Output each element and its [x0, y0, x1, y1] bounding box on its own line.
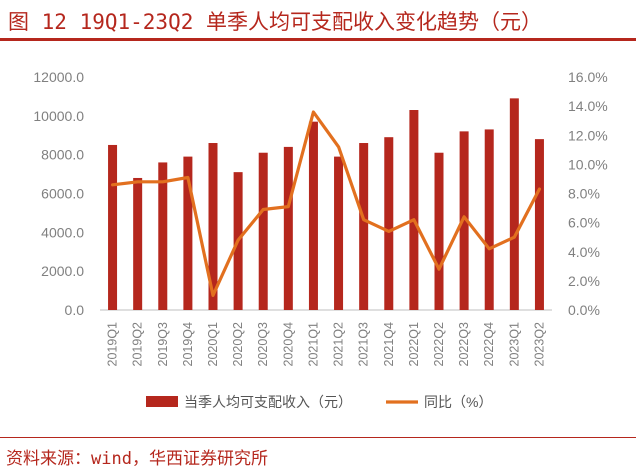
x-tick-label: 2021Q3	[357, 322, 371, 367]
bar	[384, 137, 394, 310]
x-tick-label: 2020Q4	[281, 322, 295, 367]
right-tick-label: 2.0%	[568, 273, 600, 289]
bar	[158, 162, 168, 310]
x-tick-label: 2019Q2	[131, 322, 145, 367]
left-tick-label: 6000.0	[41, 186, 84, 202]
left-tick-label: 0.0	[65, 302, 85, 318]
x-tick-label: 2019Q4	[181, 322, 195, 367]
x-tick-label: 2021Q1	[306, 322, 320, 367]
bar	[509, 98, 519, 310]
left-tick-label: 10000.0	[33, 108, 84, 124]
right-tick-label: 14.0%	[568, 98, 608, 114]
left-axis: 0.0 2000.0 4000.0 6000.0 8000.0 10000.0 12000.…	[33, 69, 84, 318]
legend-bar-swatch	[146, 396, 178, 407]
x-tick-label: 2022Q4	[482, 322, 496, 367]
x-tick-label: 2023Q1	[507, 322, 521, 367]
x-tick-label: 2019Q3	[156, 322, 170, 367]
bar	[459, 131, 469, 310]
bar	[208, 143, 218, 310]
bar	[283, 146, 293, 310]
legend-bar-label: 当季人均可支配收入（元）	[184, 394, 352, 410]
bar	[334, 156, 344, 310]
left-tick-label: 2000.0	[41, 263, 84, 279]
chart: 0.0 2000.0 4000.0 6000.0 8000.0 10000.0 12000.…	[33, 69, 608, 410]
x-tick-label: 2019Q1	[106, 322, 120, 367]
left-tick-label: 4000.0	[41, 224, 84, 240]
bar	[534, 139, 544, 310]
bar	[133, 177, 143, 310]
right-tick-label: 16.0%	[568, 69, 608, 85]
bar	[359, 143, 369, 310]
bar	[484, 129, 494, 310]
x-axis-labels: 2019Q1 2019Q2 2019Q3 2019Q4 2020Q1 2020Q2 2020…	[106, 322, 547, 367]
bar	[108, 144, 118, 310]
yoy-line-series	[110, 110, 542, 297]
bar	[409, 110, 419, 310]
bar	[258, 152, 268, 310]
left-tick-label: 12000.0	[33, 69, 84, 85]
bar	[308, 121, 318, 311]
x-tick-label: 2023Q2	[532, 322, 546, 367]
x-tick-label: 2021Q2	[332, 322, 346, 367]
x-tick-label: 2020Q1	[206, 322, 220, 367]
legend: 当季人均可支配收入（元） 同比（%）	[146, 394, 492, 410]
figure-title: 图 12 19Q1-23Q2 单季人均可支配收入变化趋势（元）	[8, 10, 543, 34]
x-tick-label: 2022Q3	[457, 322, 471, 367]
right-tick-label: 12.0%	[568, 127, 608, 143]
x-tick-label: 2022Q2	[432, 322, 446, 367]
footer-rule	[0, 437, 636, 438]
bar	[434, 152, 444, 310]
x-tick-label: 2020Q3	[256, 322, 270, 367]
bar	[183, 156, 193, 310]
right-tick-label: 6.0%	[568, 215, 600, 231]
x-tick-label: 2021Q4	[382, 322, 396, 367]
legend-line-label: 同比（%）	[424, 394, 492, 410]
right-tick-label: 4.0%	[568, 244, 600, 260]
right-axis: 0.0% 2.0% 4.0% 6.0% 8.0% 10.0% 12.0% 14.0% 16.0%	[568, 69, 608, 318]
title-rule	[0, 38, 636, 41]
left-tick-label: 8000.0	[41, 147, 84, 163]
right-tick-label: 10.0%	[568, 156, 608, 172]
right-tick-label: 0.0%	[568, 302, 600, 318]
right-tick-label: 8.0%	[568, 186, 600, 202]
source-note: 资料来源：wind，华西证券研究所	[6, 449, 268, 469]
x-tick-label: 2020Q2	[231, 322, 245, 367]
x-tick-label: 2022Q1	[407, 322, 421, 367]
